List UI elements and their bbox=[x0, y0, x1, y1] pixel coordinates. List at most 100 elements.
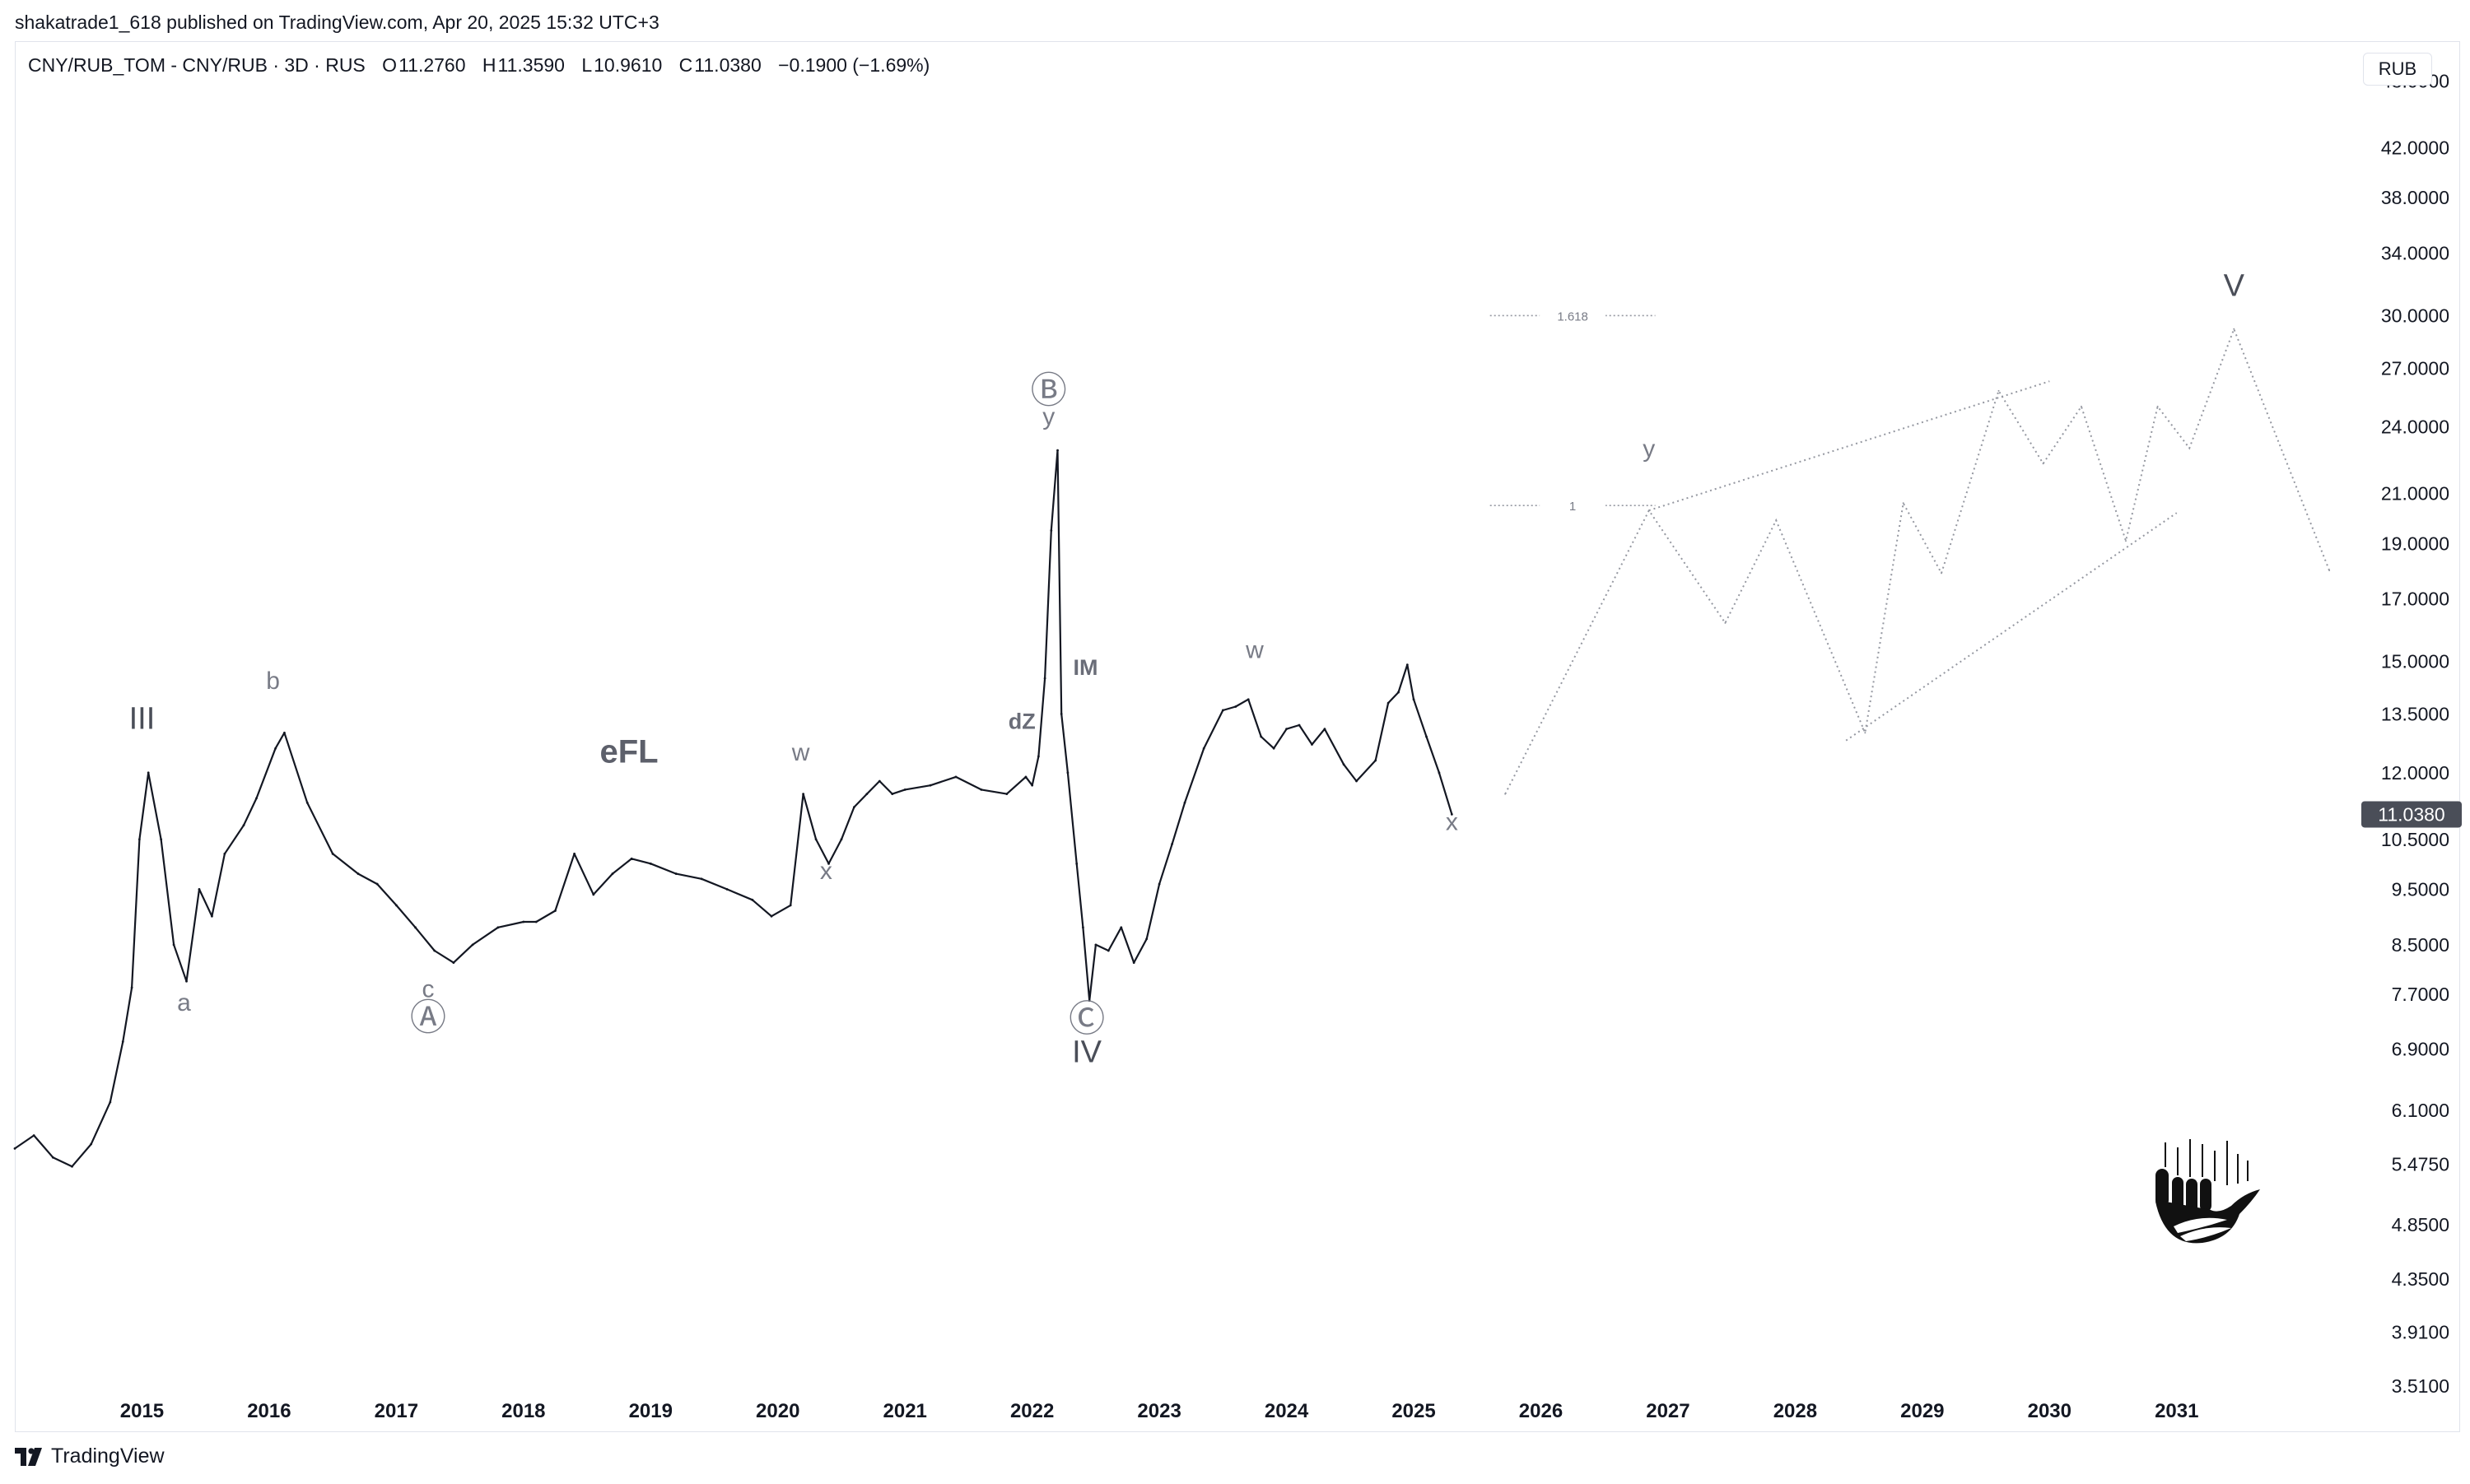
projection-point bbox=[1864, 732, 1866, 734]
price-point bbox=[283, 731, 286, 734]
price-point bbox=[802, 793, 805, 796]
price-point bbox=[274, 747, 277, 750]
x-tick-label: 2021 bbox=[883, 1400, 927, 1422]
price-point bbox=[1425, 735, 1428, 738]
x-tick-label: 2020 bbox=[756, 1400, 799, 1422]
x-tick-label: 2023 bbox=[1137, 1400, 1181, 1422]
price-point bbox=[1405, 663, 1409, 667]
price-point bbox=[1043, 677, 1046, 680]
price-point bbox=[878, 779, 881, 783]
high-value: 11.3590 bbox=[497, 54, 565, 76]
price-point bbox=[357, 872, 360, 875]
price-point bbox=[1285, 728, 1288, 731]
price-point bbox=[394, 904, 398, 907]
price-point bbox=[1342, 763, 1345, 766]
x-tick-label: 2015 bbox=[120, 1400, 164, 1422]
price-point bbox=[414, 926, 417, 929]
y-tick-label: 5.4750 bbox=[2392, 1153, 2449, 1175]
wave-label: w bbox=[791, 739, 810, 766]
price-point bbox=[32, 1134, 35, 1137]
price-point bbox=[1272, 747, 1275, 750]
fib-level-label: 1.618 bbox=[1557, 309, 1588, 323]
tradingview-footer: TradingView bbox=[15, 1444, 165, 1468]
price-point bbox=[1050, 529, 1053, 532]
price-point bbox=[305, 801, 309, 804]
change-value: −0.1900 (−1.69%) bbox=[778, 54, 930, 76]
price-point bbox=[674, 872, 678, 875]
y-tick-label: 19.0000 bbox=[2381, 533, 2449, 554]
projection-point bbox=[2328, 570, 2331, 572]
projection-point bbox=[2156, 405, 2159, 407]
price-point bbox=[522, 920, 525, 923]
wave-label: x bbox=[1446, 808, 1458, 835]
price-point bbox=[185, 979, 188, 983]
channel-line[interactable] bbox=[1648, 380, 2050, 512]
price-point bbox=[814, 838, 818, 841]
price-point bbox=[255, 797, 258, 800]
price-point bbox=[375, 882, 379, 886]
wave-label: Ⓑ bbox=[1031, 370, 1067, 411]
y-tick-label: 8.5000 bbox=[2392, 934, 2449, 956]
price-point bbox=[1183, 801, 1186, 804]
low-value: 10.9610 bbox=[594, 54, 663, 76]
channel-line[interactable] bbox=[1845, 512, 2178, 742]
price-point bbox=[649, 862, 652, 865]
price-point bbox=[903, 788, 906, 791]
price-point bbox=[1031, 784, 1034, 787]
price-point bbox=[471, 943, 474, 947]
price-series-line[interactable] bbox=[14, 449, 1453, 1168]
price-point bbox=[1397, 691, 1400, 694]
open-label: O bbox=[382, 54, 398, 76]
tradingview-brand: TradingView bbox=[51, 1444, 165, 1468]
projection-point bbox=[2124, 540, 2127, 542]
y-tick-label: 4.3500 bbox=[2392, 1268, 2449, 1290]
y-tick-label: 4.8500 bbox=[2392, 1214, 2449, 1235]
price-point bbox=[433, 949, 436, 952]
wave-label: y bbox=[1643, 435, 1655, 463]
wave-label: w bbox=[1245, 637, 1264, 664]
price-point bbox=[980, 788, 983, 791]
price-point bbox=[1202, 747, 1205, 750]
price-point bbox=[1412, 698, 1415, 701]
wave-label: eFL bbox=[599, 733, 658, 770]
price-point bbox=[198, 888, 201, 891]
wave-label: IM bbox=[1074, 655, 1098, 680]
price-point bbox=[1037, 755, 1040, 758]
price-point bbox=[1024, 775, 1028, 779]
price-point bbox=[13, 1147, 16, 1150]
price-point bbox=[534, 920, 538, 923]
price-point bbox=[51, 1156, 54, 1159]
symbol-label[interactable]: CNY/RUB_TOM - CNY/RUB · 3D · RUS bbox=[28, 54, 366, 76]
price-point bbox=[1120, 926, 1123, 929]
price-point bbox=[853, 806, 855, 809]
price-point bbox=[1450, 812, 1453, 816]
fib-level-label: 1 bbox=[1569, 500, 1576, 514]
y-tick-label: 3.9100 bbox=[2392, 1322, 2449, 1343]
y-tick-label: 13.5000 bbox=[2381, 703, 2449, 724]
projection-point bbox=[1941, 572, 1943, 575]
price-point bbox=[90, 1142, 93, 1146]
price-point bbox=[1438, 771, 1441, 775]
price-point bbox=[1145, 937, 1149, 941]
price-point bbox=[1060, 713, 1063, 715]
price-point bbox=[840, 838, 843, 841]
y-tick-label: 3.5100 bbox=[2392, 1375, 2449, 1397]
price-point bbox=[121, 1040, 124, 1043]
low-label: L bbox=[581, 54, 593, 76]
price-point bbox=[1234, 705, 1237, 708]
y-tick-label: 12.0000 bbox=[2381, 762, 2449, 784]
fib-label-bg bbox=[1540, 495, 1606, 516]
projection-path[interactable] bbox=[1504, 327, 2331, 795]
price-point bbox=[1082, 926, 1084, 929]
tradingview-logo-icon bbox=[15, 1447, 42, 1466]
last-price-tag bbox=[2361, 801, 2462, 828]
price-point bbox=[1374, 759, 1377, 762]
price-point bbox=[223, 852, 226, 855]
y-tick-label: 10.5000 bbox=[2381, 829, 2449, 850]
price-point bbox=[865, 793, 869, 796]
currency-button[interactable]: RUB bbox=[2363, 53, 2432, 86]
x-tick-label: 2019 bbox=[629, 1400, 673, 1422]
projection-point bbox=[1775, 519, 1778, 522]
ohlc-legend: CNY/RUB_TOM - CNY/RUB · 3D · RUS O11.276… bbox=[28, 54, 930, 77]
